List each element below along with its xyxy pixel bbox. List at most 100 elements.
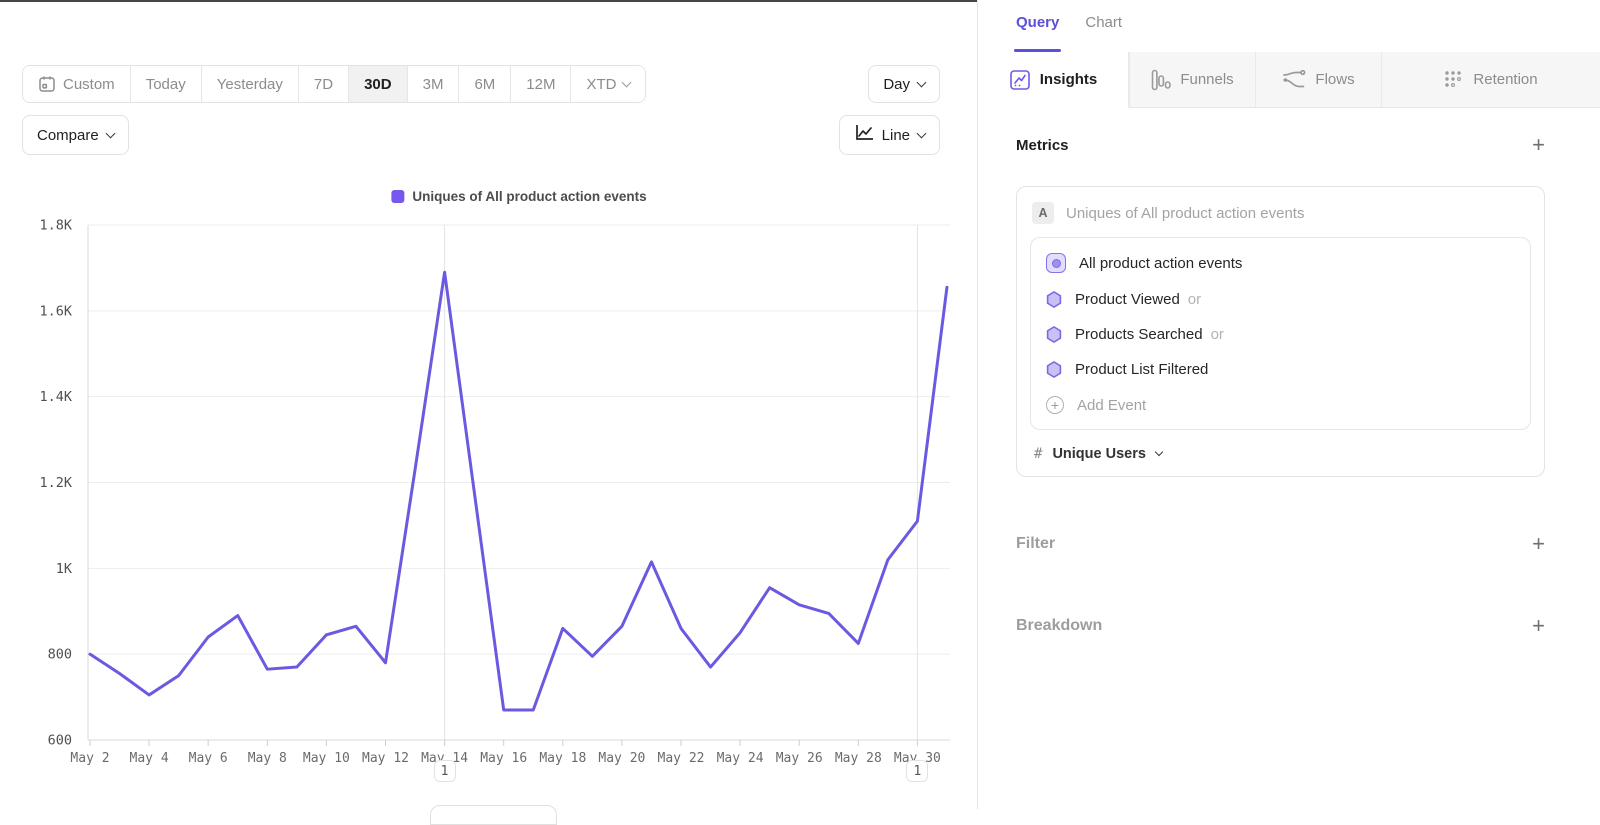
range-yesterday[interactable]: Yesterday [201,66,299,102]
compare-dropdown[interactable]: Compare [22,115,129,155]
builder-tabs: Insights Funnels Flows Retention [978,52,1600,108]
metric-title: Uniques of All product action events [1066,204,1305,222]
x-axis-label: May 4 [130,751,169,766]
range-label: Today [145,75,186,93]
tab-flows[interactable]: Flows [1255,52,1381,108]
tab-chart[interactable]: Chart [1085,14,1123,31]
range-label: 30D [364,75,392,93]
add-breakdown-button[interactable]: + [1532,613,1545,638]
range-3m[interactable]: 3M [407,66,460,102]
top-divider [0,0,977,2]
chart-type-label: Line [881,126,910,144]
tab-funnels[interactable]: Funnels [1129,52,1255,108]
add-event-button[interactable]: + Add Event [1031,387,1530,423]
annotation-badge[interactable]: 1 [433,760,456,782]
metric-card: A Uniques of All product action events A… [1016,186,1545,477]
chart-type-dropdown[interactable]: Line [838,115,940,155]
insights-icon [1009,69,1031,91]
range-7d[interactable]: 7D [298,66,350,102]
range-label: 7D [313,75,334,93]
y-axis-label: 1.6K [39,303,72,319]
line-chart: 600 800 1K 1.2K 1.4K 1.6K 1.8K May 2 May 4 May 6 M… [39,218,950,766]
event-name: Product Viewed [1075,291,1180,308]
tab-label: Funnels [1180,71,1234,88]
calendar-icon [38,75,56,93]
event-row[interactable]: Product List Filtered [1031,352,1530,387]
add-filter-button[interactable]: + [1532,531,1545,556]
range-12m[interactable]: 12M [511,66,572,102]
metric-letter-badge: A [1032,202,1054,224]
legend-label: Uniques of All product action events [412,189,647,204]
aggregation-dropdown[interactable]: # Unique Users [1030,430,1531,464]
range-30d[interactable]: 30D [349,66,408,102]
y-axis-label: 800 [48,647,72,663]
event-operator: or [1210,326,1224,343]
metrics-heading: Metrics [1016,136,1069,154]
x-axis-label: May 22 [658,751,705,766]
x-axis-label: May 20 [598,751,645,766]
tab-retention[interactable]: Retention [1381,52,1600,108]
tab-insights[interactable]: Insights [978,52,1129,108]
add-event-label: Add Event [1077,396,1147,414]
series-line[interactable] [88,270,949,712]
annotation-popover-edge [430,805,557,825]
x-axis-label: May 12 [362,751,409,766]
tab-label: Insights [1039,71,1098,88]
x-axis-label: May 14 [421,751,468,766]
line-chart-icon [854,124,874,146]
aggregation-label: Unique Users [1052,446,1146,462]
annotation-badge[interactable]: 1 [906,760,929,782]
hexagon-icon [1046,361,1062,378]
x-axis-label: May 6 [189,751,228,766]
y-axis-label: 1K [56,561,73,577]
x-axis-label: May 16 [480,751,527,766]
hexagon-icon [1046,326,1062,343]
x-axis-label: May 8 [248,751,287,766]
range-today[interactable]: Today [130,66,202,102]
range-label: Yesterday [216,75,283,93]
funnels-icon [1151,69,1172,91]
x-axis-label: May 26 [776,751,823,766]
tab-query[interactable]: Query [1013,14,1062,52]
legend-swatch [391,190,405,203]
x-axis-label: May 10 [303,751,350,766]
range-custom[interactable]: Custom [23,66,131,102]
y-axis-label: 1.4K [39,389,72,405]
event-name: Products Searched [1075,326,1203,343]
x-axis-label: May 2 [70,751,109,766]
event-row[interactable]: Product Viewed or [1031,282,1530,317]
plus-circle-icon: + [1046,396,1064,414]
tab-label: Retention [1473,71,1538,88]
granularity-dropdown[interactable]: Day [868,65,940,103]
flows-icon [1282,69,1306,90]
hexagon-icon [1046,291,1062,308]
add-metric-button[interactable]: + [1532,132,1545,157]
y-axis-label: 600 [48,733,72,749]
chart-legend: Uniques of All product action events [391,189,647,204]
event-operator: or [1187,291,1202,308]
filter-heading: Filter [1016,535,1056,552]
x-axis-label: May 30 [894,751,941,766]
range-label: 12M [526,75,556,93]
y-axis-label: 1.2K [39,475,72,491]
range-xtd[interactable]: XTD [571,66,646,102]
event-name: All product action events [1079,254,1243,272]
event-row[interactable]: Products Searched or [1031,317,1530,352]
tab-label: Flows [1315,71,1355,88]
x-axis-label: May 24 [717,751,764,766]
panel-tabs: Query Chart [978,0,1600,52]
metric-header: A Uniques of All product action events [1030,200,1531,224]
range-label: XTD [586,75,617,93]
breakdown-heading: Breakdown [1016,617,1103,634]
chevron-down-icon [1154,447,1164,457]
range-label: Custom [63,75,115,93]
event-list: All product action events Product Viewed o… [1030,237,1531,430]
chart-area: Custom Today Yesterday 7D 30D 3M 6M 12M XTD Day … [0,0,977,825]
range-6m[interactable]: 6M [459,66,512,102]
event-row[interactable]: All product action events [1031,244,1530,282]
date-range-control: Custom Today Yesterday 7D 30D 3M 6M 12M XTD [22,65,647,103]
range-label: 3M [422,75,444,93]
retention-icon [1444,70,1464,90]
y-axis-label: 1.8K [39,218,72,234]
event-group-icon [1046,253,1066,273]
